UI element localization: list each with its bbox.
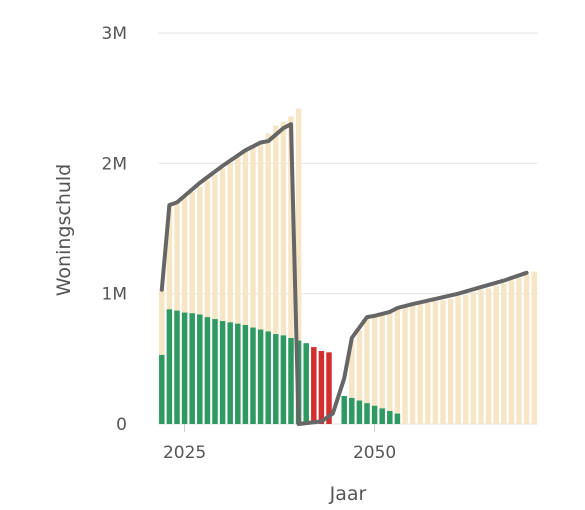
background-bar xyxy=(356,330,363,424)
background-bar xyxy=(235,156,241,425)
background-bar xyxy=(531,271,537,424)
green-bar xyxy=(181,312,188,424)
green-bar xyxy=(235,323,241,424)
background-bar xyxy=(379,314,385,424)
green-bar xyxy=(341,395,347,424)
green-bar xyxy=(280,335,287,424)
background-bar xyxy=(280,121,287,425)
background-bar xyxy=(501,283,507,424)
red-bar xyxy=(318,351,325,424)
background-bar xyxy=(349,339,355,424)
background-bar xyxy=(516,278,522,424)
background-bar xyxy=(265,133,271,424)
background-bar xyxy=(493,285,499,424)
green-bar xyxy=(257,329,264,424)
background-bar xyxy=(273,125,279,424)
y-tick-label: 0 xyxy=(116,415,127,435)
background-bar xyxy=(432,301,439,424)
x-tick-label: 2050 xyxy=(353,443,396,463)
x-axis-title: Jaar xyxy=(329,483,367,505)
background-bar xyxy=(242,151,249,424)
green-bar xyxy=(364,403,370,424)
green-bar xyxy=(371,405,378,424)
background-bar xyxy=(463,294,469,424)
background-bar xyxy=(371,315,378,424)
green-bar xyxy=(273,334,279,424)
y-tick-label: 3M xyxy=(102,24,127,44)
green-bar xyxy=(166,309,173,424)
green-bar xyxy=(159,354,165,424)
green-bar xyxy=(219,321,226,424)
background-bar xyxy=(181,197,188,424)
line-series xyxy=(159,122,529,426)
background-bar xyxy=(409,305,416,424)
background-bar xyxy=(470,292,477,424)
background-bar xyxy=(402,306,408,424)
background-bar xyxy=(440,300,446,424)
background-bar xyxy=(425,302,431,424)
green-bar xyxy=(387,410,393,424)
red-bar xyxy=(311,347,317,424)
background-bar xyxy=(227,163,233,425)
background-bar xyxy=(508,280,515,424)
green-bar xyxy=(197,314,203,424)
background-bar xyxy=(257,141,264,424)
green-bar xyxy=(394,413,401,424)
background-bar xyxy=(212,175,218,424)
red-bar xyxy=(326,352,332,424)
background-bar xyxy=(417,304,423,424)
background-bar xyxy=(364,317,370,424)
background-bar xyxy=(219,168,226,424)
green-bar xyxy=(227,322,233,424)
green-bar xyxy=(212,319,218,424)
green-bar xyxy=(303,343,309,424)
y-axis-title: Woningschuld xyxy=(53,164,75,297)
y-tick-label: 2M xyxy=(102,154,127,174)
line-series-path xyxy=(159,122,529,426)
background-bar xyxy=(288,116,294,424)
background-bar xyxy=(250,145,256,424)
y-axis: 0 1M 2M 3M xyxy=(102,24,127,435)
green-bar xyxy=(242,324,249,424)
green-bar xyxy=(379,408,385,424)
green-bar xyxy=(174,310,180,424)
green-bar xyxy=(250,327,256,424)
background-bar xyxy=(478,289,484,424)
x-axis: 2025 2050 xyxy=(163,424,396,463)
x-tick-label: 2025 xyxy=(163,443,206,463)
green-bar xyxy=(265,331,271,424)
background-bar xyxy=(523,274,530,424)
y-tick-label: 1M xyxy=(102,285,127,305)
background-bar xyxy=(394,309,401,424)
green-bar xyxy=(349,397,355,424)
green-bar xyxy=(288,337,294,424)
background-bar xyxy=(295,108,302,425)
bars xyxy=(159,108,537,425)
background-bar xyxy=(485,288,492,424)
background-bar xyxy=(197,186,203,424)
green-bar xyxy=(204,317,211,424)
background-bar xyxy=(189,192,195,424)
green-bar xyxy=(189,313,195,424)
background-bar xyxy=(455,296,461,424)
background-bar xyxy=(387,313,393,424)
background-bar xyxy=(204,180,211,424)
background-bar xyxy=(447,298,454,424)
green-bar xyxy=(356,400,363,424)
